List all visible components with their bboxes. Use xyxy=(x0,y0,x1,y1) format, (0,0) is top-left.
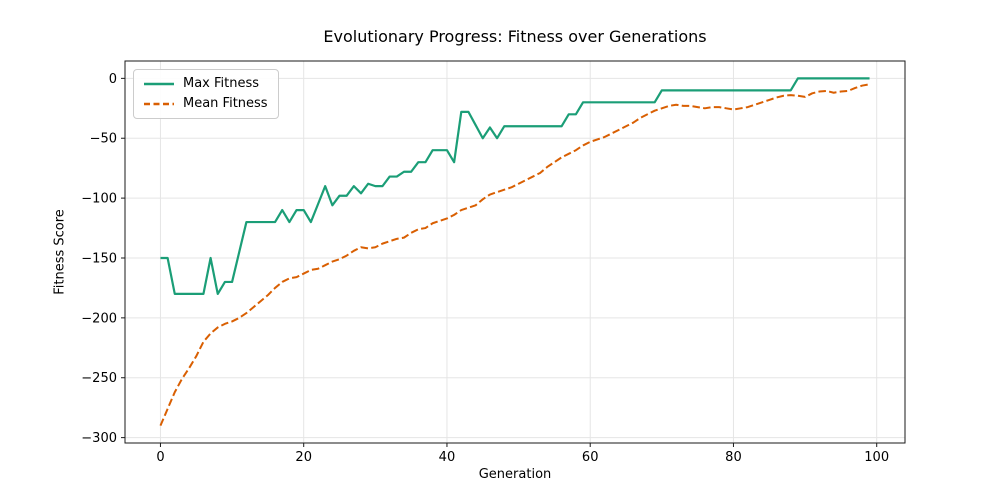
y-tick-label: −300 xyxy=(81,431,117,446)
y-tick-label: −250 xyxy=(81,371,117,386)
y-tick-label: −150 xyxy=(81,251,117,266)
legend-label-mean-fitness: Mean Fitness xyxy=(183,96,268,111)
mean-fitness-dashed-line-icon xyxy=(144,102,174,106)
chart-title: Evolutionary Progress: Fitness over Gene… xyxy=(323,27,707,46)
x-tick-label: 20 xyxy=(295,450,312,465)
legend-item-mean-fitness: Mean Fitness xyxy=(143,97,268,111)
max-fitness-line-icon xyxy=(144,82,174,86)
mean-fitness-line xyxy=(159,83,870,427)
chart-legend: Max Fitness Mean Fitness xyxy=(133,69,279,119)
x-tick-label: 40 xyxy=(439,450,456,465)
y-tick-label: −50 xyxy=(90,132,117,147)
y-axis-label: Fitness Score xyxy=(52,209,68,295)
x-tick-label: 60 xyxy=(582,450,599,465)
x-axis-label: Generation xyxy=(478,467,552,482)
x-tick-label: 80 xyxy=(725,450,742,465)
x-tick-label: 100 xyxy=(864,450,889,465)
legend-item-max-fitness: Max Fitness xyxy=(143,77,268,91)
axes-spines xyxy=(124,60,906,444)
legend-label-max-fitness: Max Fitness xyxy=(183,76,260,91)
x-tick-label: 0 xyxy=(156,450,164,465)
y-tick-label: −200 xyxy=(81,311,117,326)
y-tick-label: −100 xyxy=(81,192,117,207)
max-fitness-line xyxy=(160,77,870,296)
y-tick-label: 0 xyxy=(109,72,117,87)
